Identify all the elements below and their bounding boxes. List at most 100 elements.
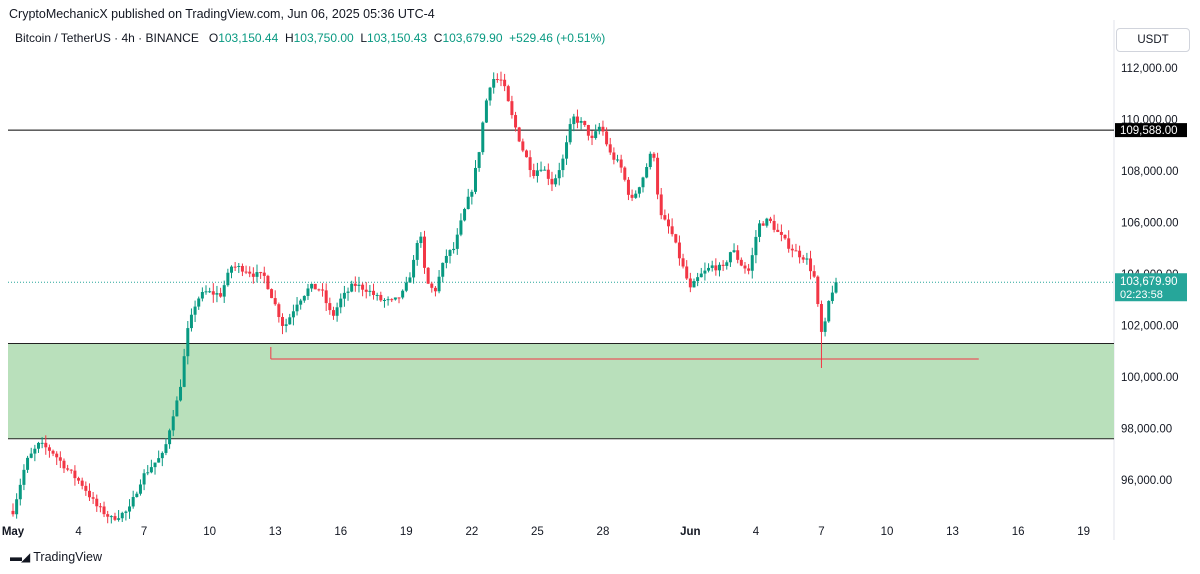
change-value: +529.46 (+0.51%): [509, 31, 606, 45]
candle-body: [233, 266, 237, 268]
candle-body: [681, 258, 685, 267]
candle-body: [463, 209, 467, 221]
candle-body: [401, 290, 405, 298]
candle-body: [430, 283, 434, 288]
time-tick-label: 10: [881, 526, 894, 538]
candle-body: [816, 276, 820, 305]
candle-body: [120, 512, 124, 519]
candle-body: [750, 255, 754, 271]
candle-body: [189, 314, 193, 329]
candle-body: [47, 447, 51, 451]
candle-body: [758, 223, 762, 237]
candle-body: [386, 299, 390, 301]
candle-body: [707, 267, 711, 271]
time-tick-label: 7: [141, 526, 147, 538]
candle-body: [685, 266, 689, 279]
candle-body: [58, 457, 62, 461]
time-tick-label: May: [2, 526, 25, 538]
candle-body: [768, 218, 772, 221]
candle-body: [597, 126, 601, 132]
candle-body: [572, 116, 576, 125]
tradingview-brand[interactable]: ▬◢ TradingView: [10, 550, 102, 564]
candle-body: [747, 268, 751, 271]
candle-body: [128, 506, 132, 512]
candle-body: [481, 122, 485, 153]
candle-body: [87, 490, 91, 498]
candle-body: [280, 317, 284, 326]
candle-body: [546, 169, 550, 179]
candle-body: [667, 219, 670, 227]
candle-body: [164, 444, 168, 453]
symbol-title[interactable]: Bitcoin / TetherUS · 4h · BINANCE: [15, 31, 199, 45]
time-tick-label: 19: [1077, 526, 1090, 538]
ohlc-legend: Bitcoin / TetherUS · 4h · BINANCE O 103,1…: [15, 31, 605, 45]
candle-body: [736, 250, 740, 260]
candle-body: [514, 115, 518, 128]
last-price-tag: [1115, 273, 1187, 302]
candle-body: [710, 265, 714, 268]
candle-body: [612, 152, 616, 160]
candle-body: [219, 293, 223, 297]
candle-body: [84, 485, 88, 491]
candle-body: [237, 265, 241, 267]
candle-body: [270, 289, 274, 299]
candle-body: [259, 272, 263, 274]
time-tick-label: 22: [465, 526, 478, 538]
time-tick-label: 7: [818, 526, 824, 538]
candle-body: [321, 289, 325, 291]
candle-body: [51, 450, 55, 454]
open-label: O: [208, 31, 219, 45]
candle-body: [182, 356, 186, 387]
published-caption: CryptoMechanicX published on TradingView…: [9, 7, 435, 21]
candle-body: [266, 275, 270, 290]
candle-body: [601, 126, 605, 132]
candle-body: [626, 179, 630, 195]
time-tick-label: 28: [597, 526, 610, 538]
candle-body: [240, 265, 244, 272]
candle-body: [543, 169, 547, 171]
candle-body: [26, 457, 30, 470]
time-tick-label: 19: [400, 526, 413, 538]
candle-body: [787, 238, 791, 249]
candle-body: [171, 416, 175, 431]
candle-body: [506, 86, 510, 102]
candle-body: [459, 220, 463, 235]
price-tick-label: 102,000.00: [1121, 321, 1179, 333]
tradingview-logo-icon: ▬◢: [10, 550, 30, 564]
candle-body: [674, 234, 678, 243]
low-label: L: [360, 31, 368, 45]
candle-body: [262, 272, 266, 276]
time-tick-label: 10: [203, 526, 216, 538]
candle-body: [743, 265, 747, 269]
candle-body: [364, 289, 368, 292]
candle-body: [342, 292, 346, 299]
candle-body: [102, 506, 106, 515]
candle-body: [98, 506, 102, 508]
low-value: 103,150.43: [367, 31, 428, 45]
candle-body: [193, 306, 197, 315]
candle-body: [175, 400, 179, 417]
candle-body: [368, 290, 372, 292]
candle-body: [379, 294, 383, 301]
candle-body: [495, 79, 499, 81]
time-tick-label: 13: [269, 526, 282, 538]
candle-body: [645, 167, 649, 178]
candle-body: [634, 193, 638, 198]
candle-body: [288, 317, 292, 325]
candle-body: [40, 442, 44, 444]
candle-body: [255, 272, 259, 277]
candle-body: [55, 453, 59, 458]
currency-button[interactable]: USDT: [1116, 28, 1190, 52]
price-tick-label: 98,000.00: [1121, 424, 1172, 436]
candle-body: [331, 310, 335, 316]
candle-body: [699, 273, 703, 278]
candle-body: [437, 276, 441, 292]
candle-body: [677, 242, 681, 259]
candle-body: [138, 484, 142, 494]
candle-body: [80, 480, 84, 486]
candle-body: [295, 304, 299, 312]
candle-body: [517, 127, 521, 142]
candle-body: [754, 236, 758, 256]
candle-body: [433, 287, 437, 292]
